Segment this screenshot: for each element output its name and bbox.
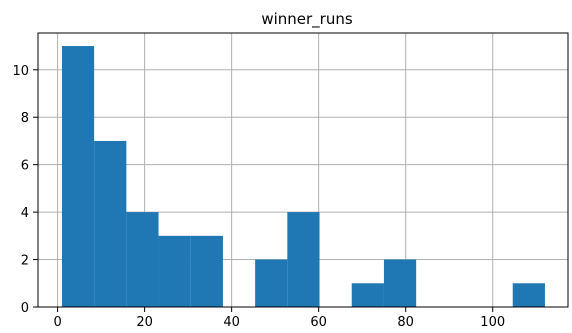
axis-ticks: 0 20 40 60 80 100 0 2 4 6 8 10 bbox=[12, 64, 505, 330]
x-tick-label: 80 bbox=[397, 315, 414, 330]
x-tick-label: 60 bbox=[310, 315, 327, 330]
histogram-bar bbox=[351, 283, 384, 307]
chart-title: winner_runs bbox=[261, 10, 353, 29]
x-tick-label: 100 bbox=[480, 315, 505, 330]
y-tick-label: 6 bbox=[21, 159, 29, 174]
y-tick-label: 8 bbox=[21, 111, 29, 126]
histogram-bars bbox=[61, 46, 545, 308]
histogram-bar bbox=[383, 259, 417, 307]
histogram-bar bbox=[158, 235, 191, 307]
x-tick-label: 20 bbox=[136, 315, 153, 330]
histogram-bar bbox=[287, 212, 320, 307]
histogram-bar bbox=[94, 140, 127, 307]
histogram-bar bbox=[190, 235, 223, 307]
histogram-bar bbox=[126, 212, 159, 307]
histogram-bar bbox=[512, 283, 545, 307]
y-tick-label: 0 bbox=[21, 301, 29, 316]
plot-frame bbox=[37, 32, 569, 308]
histogram-bar bbox=[255, 259, 288, 307]
y-tick-label: 4 bbox=[21, 206, 29, 221]
x-tick-label: 0 bbox=[53, 315, 61, 330]
y-tick-label: 2 bbox=[21, 254, 29, 269]
x-tick-label: 40 bbox=[223, 315, 240, 330]
histogram-bar bbox=[61, 46, 95, 308]
y-tick-label: 10 bbox=[12, 64, 29, 79]
